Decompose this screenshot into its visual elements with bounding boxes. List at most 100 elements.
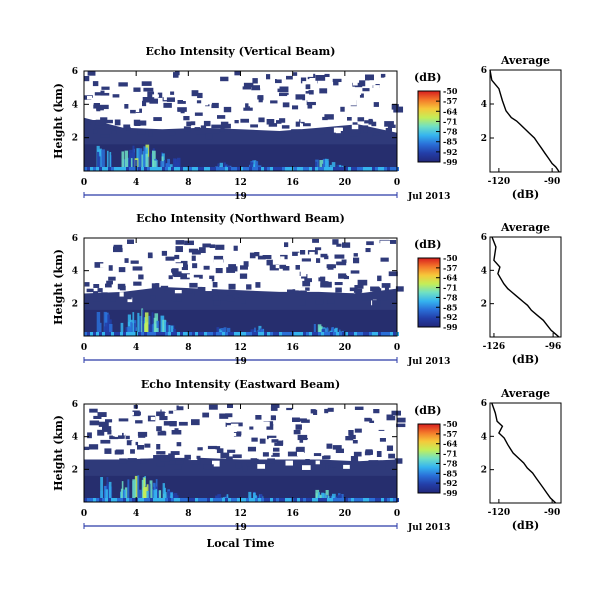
echo-cell xyxy=(111,130,117,135)
surface-echo xyxy=(204,167,207,171)
echo-cell xyxy=(327,298,335,304)
echo-cell xyxy=(365,449,373,455)
surface-echo xyxy=(375,167,378,171)
echo-cell xyxy=(262,100,268,106)
surface-echo xyxy=(174,167,177,171)
echo-cell xyxy=(340,106,345,112)
profile-x-label: (dB) xyxy=(512,519,539,532)
echo-cell xyxy=(338,273,348,279)
surface-echo xyxy=(198,498,201,502)
echo-cell xyxy=(262,452,269,457)
echo-plume xyxy=(132,312,135,336)
echo-cell xyxy=(89,408,98,413)
echo-cell xyxy=(225,422,236,427)
echo-plume xyxy=(103,485,107,502)
echo-cell xyxy=(345,436,354,441)
echo-cell xyxy=(242,90,249,96)
surface-echo xyxy=(177,332,180,336)
surface-echo xyxy=(186,167,189,171)
echo-cell xyxy=(352,440,358,444)
echo-cell xyxy=(88,444,99,450)
echo-cell xyxy=(216,448,224,454)
surface-echo xyxy=(234,167,237,171)
echo-cell xyxy=(350,241,359,247)
echo-cell xyxy=(356,89,362,95)
echo-cell xyxy=(336,261,344,265)
echo-plume xyxy=(148,324,152,336)
echo-cell xyxy=(172,268,179,275)
echo-plume xyxy=(132,145,135,171)
echo-cell xyxy=(226,419,231,423)
surface-echo xyxy=(93,498,96,502)
echo-cell xyxy=(156,256,163,263)
echo-cell xyxy=(278,436,283,441)
echo-cell xyxy=(192,263,198,269)
surface-echo xyxy=(315,498,318,502)
surface-echo xyxy=(186,332,189,336)
echo-cell xyxy=(153,455,161,460)
echo-cell xyxy=(319,293,326,300)
echo-cell xyxy=(213,255,224,260)
surface-echo xyxy=(297,167,300,171)
surface-echo xyxy=(330,498,333,502)
surface-echo xyxy=(321,498,324,502)
surface-echo xyxy=(198,167,201,171)
echo-cell xyxy=(140,458,147,464)
surface-echo xyxy=(162,498,165,502)
echo-cell xyxy=(155,283,160,289)
surface-echo xyxy=(144,332,147,336)
echo-cell xyxy=(364,417,371,422)
echo-cell xyxy=(285,410,293,415)
echo-cell xyxy=(335,448,344,454)
panel-3: Echo Intensity (Eastward Beam) 2 4 6 Height … xyxy=(52,378,562,533)
echo-cell xyxy=(314,113,321,117)
echo-cell xyxy=(357,117,365,122)
echo-plume xyxy=(165,322,169,336)
surface-echo xyxy=(381,498,384,502)
day-label: 19 xyxy=(234,357,247,367)
echo-cell xyxy=(127,297,133,303)
surface-echo xyxy=(207,332,210,336)
echo-cell xyxy=(108,276,116,281)
echo-cell xyxy=(346,271,353,276)
surface-echo xyxy=(303,332,306,336)
echo-plume xyxy=(101,149,105,171)
surface-echo xyxy=(315,167,318,171)
echo-cell xyxy=(359,242,366,248)
y-tick-label: 6 xyxy=(72,234,78,244)
profile-frame xyxy=(489,402,562,504)
echo-cell xyxy=(203,265,210,270)
echo-cell xyxy=(135,80,144,86)
surface-echo xyxy=(231,167,234,171)
colorbar xyxy=(417,257,441,328)
echo-cell xyxy=(305,412,314,417)
surface-echo xyxy=(306,332,309,336)
echo-plume xyxy=(125,327,128,336)
colorbar-tick-label: -85 xyxy=(443,302,457,312)
echo-plume xyxy=(323,158,326,171)
colorbar-tick-label: -92 xyxy=(443,147,457,157)
echo-plume xyxy=(128,327,131,336)
y-tick-label: 6 xyxy=(72,400,78,410)
x-tick-label: 0 xyxy=(394,178,400,188)
echo-plume xyxy=(176,157,181,171)
profile-y-tick-label: 4 xyxy=(481,266,487,276)
echo-cell xyxy=(173,273,183,278)
echo-cell xyxy=(316,428,325,433)
echo-cell xyxy=(346,99,357,106)
colorbar-tick-label: -85 xyxy=(443,468,457,478)
echo-cell xyxy=(266,424,274,430)
echo-plume xyxy=(126,327,130,336)
echo-cell xyxy=(105,283,112,288)
echo-cell xyxy=(141,81,152,86)
surface-echo xyxy=(345,498,348,502)
echo-cell xyxy=(365,248,371,253)
surface-echo xyxy=(327,498,330,502)
echo-cell xyxy=(322,455,330,460)
surface-echo xyxy=(318,498,321,502)
surface-echo xyxy=(321,167,324,171)
echo-cell xyxy=(305,459,310,465)
echo-cell xyxy=(160,285,169,291)
surface-echo xyxy=(102,167,105,171)
surface-echo xyxy=(123,332,126,336)
